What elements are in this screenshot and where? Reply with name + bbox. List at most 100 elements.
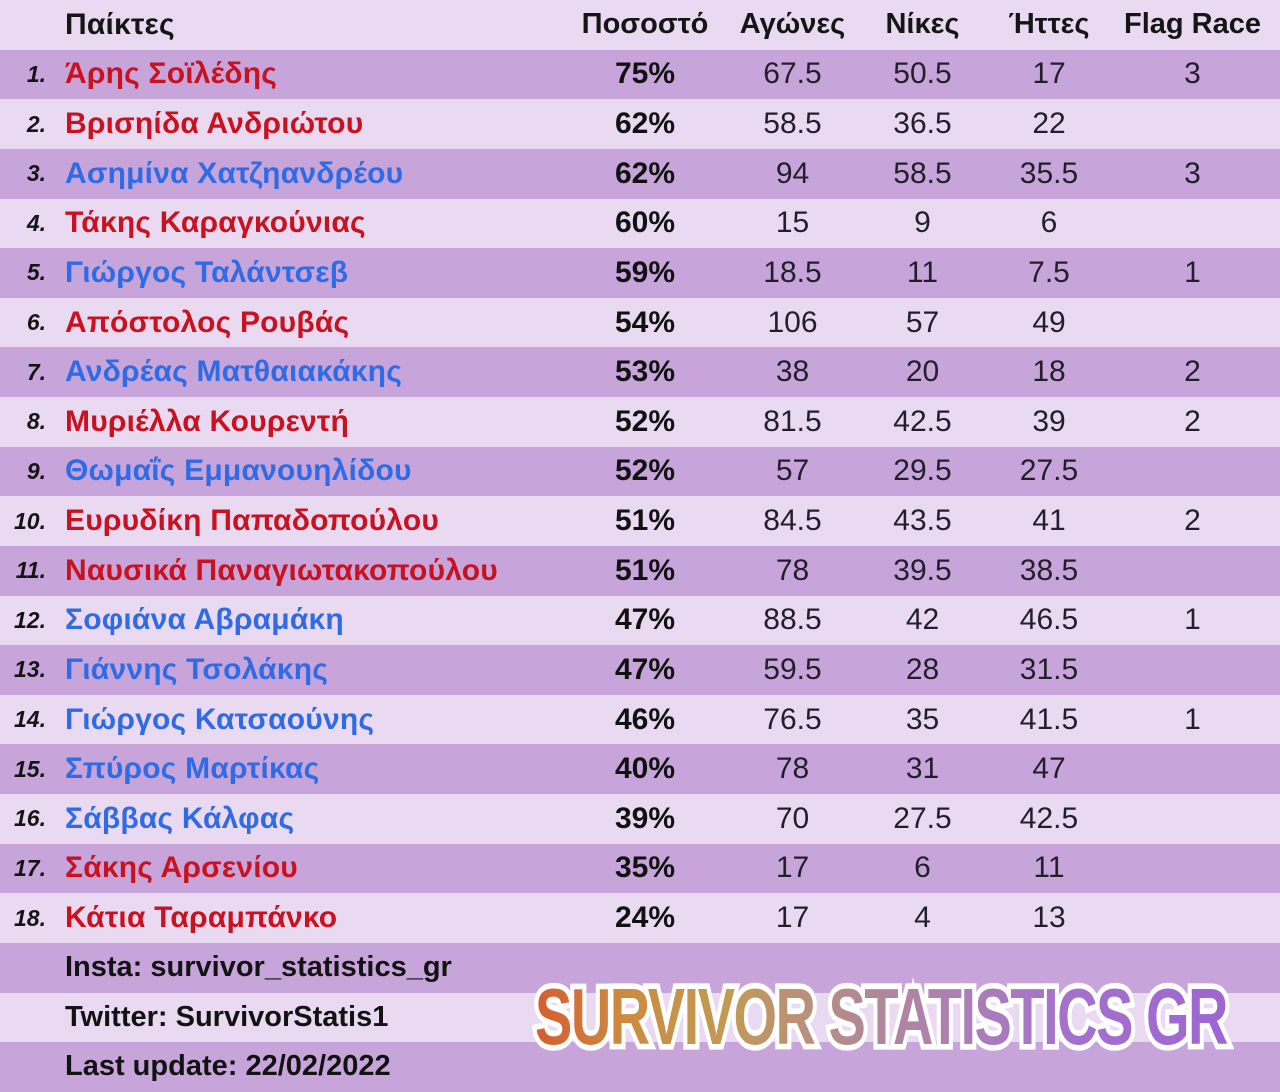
games-value: 76.5: [763, 702, 822, 736]
rank-number: 16.: [14, 805, 46, 832]
table-row: 12. Σοφιάνα Αβραμάκη 47% 88.5 42 46.5 1: [0, 595, 1280, 646]
table-row: 17. Σάκης Αρσενίου 35% 17 6 11: [0, 843, 1280, 894]
wins-value: 43.5: [893, 504, 952, 538]
losses-value: 22: [1032, 107, 1066, 141]
flag-race-value: 1: [1184, 603, 1201, 637]
last-update-text: Last update: 22/02/2022: [65, 1050, 391, 1083]
losses-value: 47: [1032, 752, 1066, 786]
rank-number: 7.: [26, 358, 46, 385]
percentage-value: 53%: [614, 355, 676, 389]
wins-value: 39.5: [893, 553, 952, 587]
percentage-value: 52%: [614, 454, 676, 488]
wins-value: 9: [914, 206, 931, 240]
column-header-players: Παίκτες: [65, 7, 175, 41]
player-name: Σοφιάνα Αβραμάκη: [65, 603, 344, 637]
losses-value: 6: [1040, 206, 1058, 240]
player-name: Γιάννης Τσολάκης: [65, 652, 329, 686]
table-row: 15. Σπύρος Μαρτίκας 40% 78 31 47: [0, 744, 1280, 794]
wins-value: 11: [906, 255, 939, 289]
games-value: 67.5: [763, 57, 822, 91]
player-name: Γιώργος Ταλάντσεβ: [65, 255, 349, 289]
games-value: 78: [775, 553, 810, 587]
rank-number: 2.: [26, 110, 46, 137]
table-row: 3. Ασημίνα Χατζηανδρέου 62% 94 58.5 35.5…: [0, 148, 1280, 199]
rank-number: 10.: [14, 507, 46, 534]
footer-row-instagram: Insta: survivor_statistics_gr: [0, 942, 1280, 993]
losses-value: 39: [1032, 404, 1066, 438]
rank-number: 17.: [14, 854, 46, 881]
player-name: Βρισηίδα Ανδριώτου: [65, 107, 364, 141]
games-value: 58.5: [763, 107, 822, 141]
percentage-value: 47%: [614, 603, 676, 637]
footer-row-last-update: Last update: 22/02/2022: [0, 1042, 1280, 1092]
table-row: 10. Ευρυδίκη Παπαδοπούλου 51% 84.5 43.5 …: [0, 496, 1280, 546]
table-row: 13. Γιάννης Τσολάκης 47% 59.5 28 31.5: [0, 645, 1280, 695]
flag-race-value: 2: [1184, 404, 1201, 438]
losses-value: 7.5: [1028, 255, 1070, 289]
games-value: 17: [775, 851, 810, 885]
wins-value: 42: [905, 603, 940, 637]
flag-race-value: 3: [1184, 57, 1201, 91]
percentage-value: 35%: [614, 851, 676, 885]
table-row: 18. Κάτια Ταραμπάνκο 24% 17 4 13: [0, 893, 1280, 943]
table-header-row: Παίκτες Ποσοστό Αγώνες Νίκες Ήττες Flag …: [0, 0, 1280, 50]
player-name: Σάββας Κάλφας: [65, 801, 295, 835]
percentage-value: 51%: [614, 504, 676, 538]
percentage-value: 24%: [614, 901, 676, 935]
flag-race-value: 1: [1184, 702, 1201, 736]
flag-race-value: 3: [1184, 156, 1201, 190]
wins-value: 36.5: [893, 107, 952, 141]
twitter-handle-text: Twitter: SurvivorStatis1: [65, 1000, 389, 1033]
percentage-value: 59%: [614, 255, 676, 289]
wins-value: 27.5: [893, 801, 952, 835]
percentage-value: 62%: [614, 107, 676, 141]
player-name: Άρης Σοϊλέδης: [65, 57, 278, 91]
column-header-wins: Νίκες: [885, 8, 960, 41]
games-value: 84.5: [763, 504, 822, 538]
player-name: Τάκης Καραγκούνιας: [65, 206, 366, 240]
rank-number: 3.: [26, 160, 46, 187]
player-name: Σάκης Αρσενίου: [65, 851, 298, 885]
losses-value: 42.5: [1019, 801, 1079, 835]
wins-value: 58.5: [893, 156, 952, 190]
percentage-value: 60%: [614, 206, 676, 240]
flag-race-value: 2: [1184, 355, 1201, 389]
table-row: 9. Θωμαΐς Εμμανουηλίδου 52% 57 29.5 27.5: [0, 446, 1280, 497]
wins-value: 50.5: [893, 57, 952, 91]
losses-value: 49: [1032, 305, 1066, 339]
player-name: Γιώργος Κατσαούνης: [65, 702, 375, 736]
column-header-games: Αγώνες: [739, 8, 846, 41]
instagram-handle-text: Insta: survivor_statistics_gr: [65, 951, 452, 984]
wins-value: 57: [905, 305, 940, 339]
player-name: Θωμαΐς Εμμανουηλίδου: [65, 454, 412, 488]
percentage-value: 46%: [614, 702, 676, 736]
table-row: 4. Τάκης Καραγκούνιας 60% 15 9 6: [0, 198, 1280, 249]
losses-value: 38.5: [1019, 553, 1079, 587]
column-header-percentage: Ποσοστό: [581, 8, 709, 41]
wins-value: 31: [905, 752, 940, 786]
games-value: 18.5: [763, 255, 822, 289]
rank-number: 11.: [15, 557, 46, 584]
player-name: Κάτια Ταραμπάνκο: [65, 901, 338, 935]
percentage-value: 51%: [614, 553, 676, 587]
player-name: Απόστολος Ρουβάς: [65, 305, 350, 339]
games-value: 78: [775, 752, 810, 786]
rank-number: 12.: [14, 606, 46, 633]
player-name: Ανδρέας Ματθαιακάκης: [65, 355, 402, 389]
player-name: Ασημίνα Χατζηανδρέου: [65, 156, 404, 190]
wins-value: 4: [914, 901, 931, 935]
table-row: 11. Ναυσικά Παναγιωτακοπούλου 51% 78 39.…: [0, 545, 1280, 596]
losses-value: 18: [1032, 355, 1066, 389]
games-value: 106: [767, 305, 818, 339]
rank-number: 15.: [14, 755, 46, 782]
games-value: 94: [775, 156, 810, 190]
table-row: 16. Σάββας Κάλφας 39% 70 27.5 42.5: [0, 794, 1280, 844]
table-row: 14. Γιώργος Κατσαούνης 46% 76.5 35 41.5 …: [0, 694, 1280, 745]
percentage-value: 75%: [614, 57, 676, 91]
percentage-value: 62%: [614, 156, 676, 190]
rank-number: 9.: [26, 457, 46, 484]
percentage-value: 39%: [614, 801, 676, 835]
wins-value: 42.5: [893, 404, 952, 438]
table-row: 7. Ανδρέας Ματθαιακάκης 53% 38 20 18 2: [0, 347, 1280, 397]
